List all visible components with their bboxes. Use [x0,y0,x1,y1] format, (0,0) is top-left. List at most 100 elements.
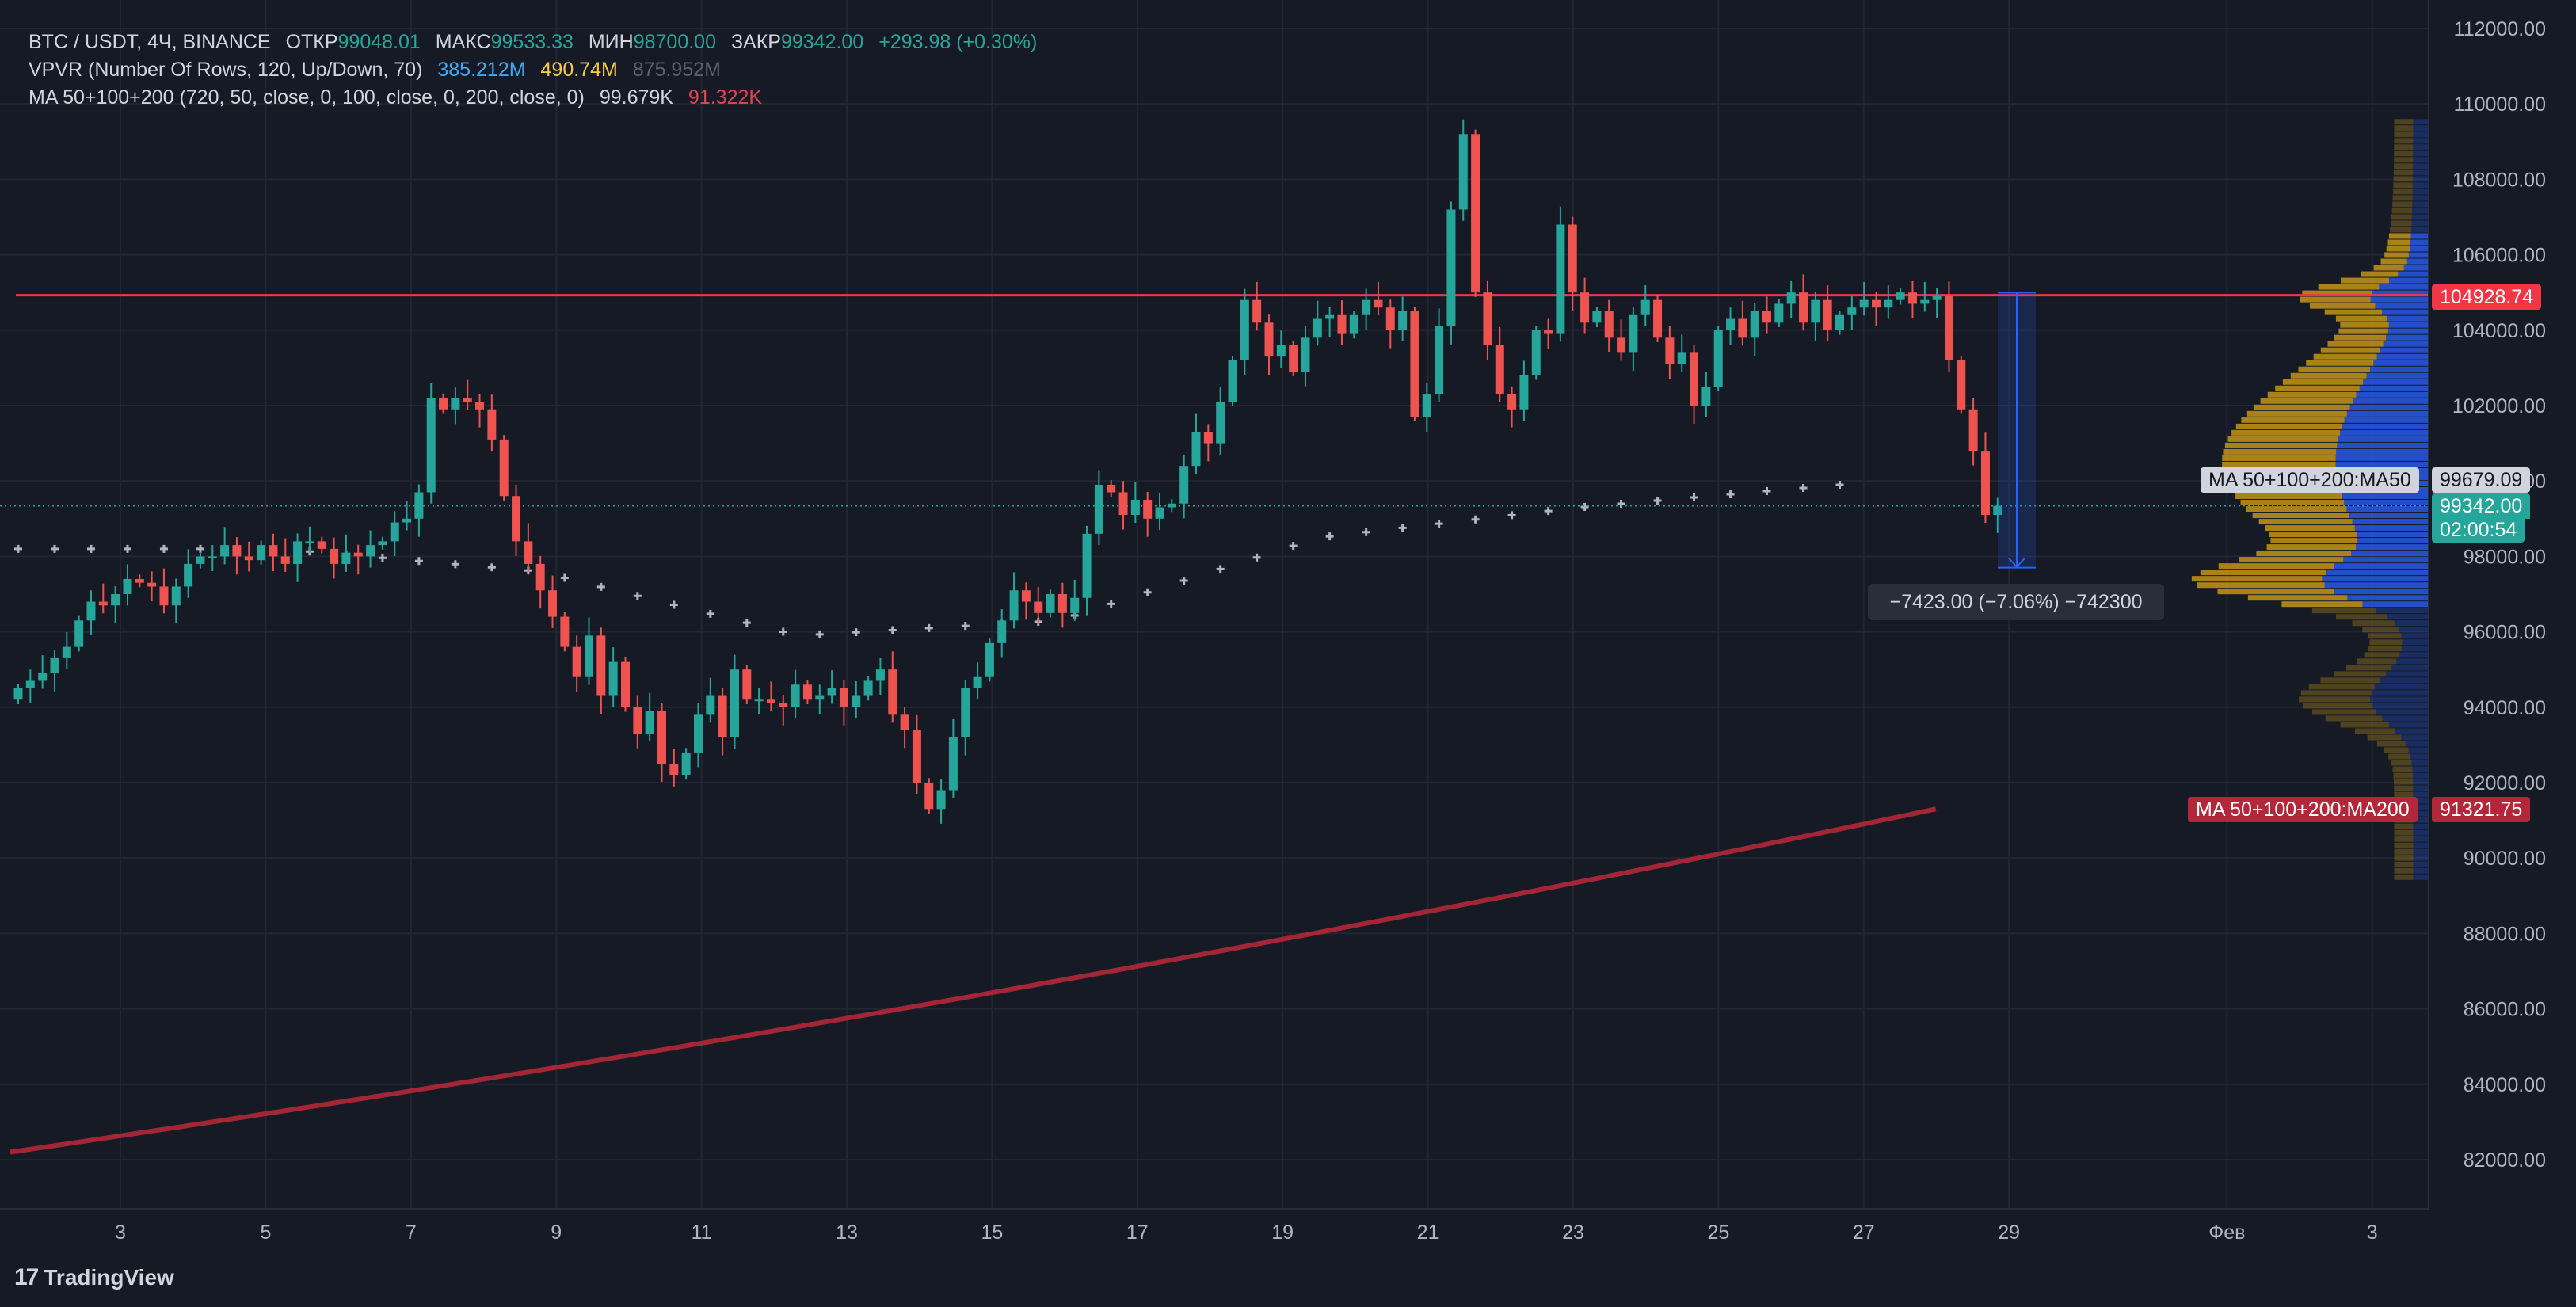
candles [13,119,2002,824]
y-tick-label: 98000.00 [2464,546,2546,568]
candle-body [1118,492,1128,516]
low-value: 98700.00 [633,31,716,53]
candle-body [524,541,533,564]
vp-bar-up [2413,791,2429,798]
x-tick-label: 7 [406,1221,417,1244]
candle-body [1580,292,1590,323]
candle-body [244,556,253,561]
ma50-dot [1690,493,1698,501]
tradingview-logo-icon: 17 [14,1264,39,1290]
vp-bar-down [2256,551,2352,557]
candle-body [220,545,230,557]
measure-tool[interactable] [1998,292,2036,569]
vpvr-row[interactable]: VPVR (Number Of Rows, 120, Up/Down, 70) … [29,56,1037,84]
vp-bar-up [2401,646,2429,652]
ma-row[interactable]: MA 50+100+200 (720, 50, close, 0, 100, c… [29,84,1037,112]
vp-bar-down [2340,277,2390,284]
vp-bar-down [2388,753,2411,760]
vp-bar-down [2217,589,2334,595]
vp-bar-down [2394,138,2414,144]
vp-bar-up [2396,658,2429,665]
ma50-dot [487,563,496,572]
ma50-dot [86,544,95,553]
vp-bar-down [2335,315,2387,322]
vp-bar-up [2410,246,2429,252]
vp-bar-down [2394,785,2414,791]
vp-bar-down [2394,855,2414,861]
candle-body [1713,330,1723,387]
candle-body [378,541,387,546]
vp-bar-down [2252,513,2349,519]
vp-bar-up [2357,532,2429,538]
candle-body [426,398,436,493]
candle-body [1471,134,1480,293]
vp-bar-down [2334,334,2387,341]
candle-body [560,616,570,647]
y-tick-label: 108000.00 [2452,169,2546,191]
vp-bar-down [2393,189,2413,195]
candle-body [839,688,848,707]
candle-body [439,398,448,410]
x-tick-label: 21 [1417,1221,1439,1244]
symbol-row[interactable]: BTC / USDT, 4Ч, BINANCE ОТКР99048.01 МАК… [29,29,1037,56]
candle-body [585,635,594,677]
candle-body [1653,299,1663,338]
ma50-price-tag: 99679.09 [2432,467,2531,493]
vp-bar-down [2327,341,2384,347]
vp-bar-up [2412,766,2429,772]
vp-bar-down [2384,252,2409,258]
y-tick-label: 92000.00 [2464,772,2546,794]
candle-body [779,703,788,707]
candle-body [621,661,630,707]
vp-bar-up [2324,582,2429,589]
vp-bar-up [2412,182,2429,189]
vp-bar-up [2386,671,2429,677]
ma50-dot [779,627,787,636]
candle-body [1544,330,1553,334]
ma50-dot [451,560,459,569]
candle-body [1264,322,1274,357]
ma50-dot [1216,565,1225,573]
vp-bar-up [2413,855,2429,861]
candle-body [232,545,242,557]
y-tick-label: 104000.00 [2452,320,2546,342]
vp-bar-down [2393,163,2414,170]
candle-body [608,661,618,696]
candle-body [1884,299,1893,308]
vp-bar-up [2413,119,2429,125]
vp-bar-up [2335,455,2429,461]
vp-bar-up [2398,271,2429,277]
vp-bar-up [2413,810,2429,817]
vp-bar-up [2413,785,2429,791]
last-price-tag: 99342.00 [2432,493,2531,519]
vp-bar-up [2387,328,2429,334]
tradingview-brand[interactable]: 17 TradingView [14,1264,174,1291]
y-tick-label: 106000.00 [2452,245,2546,267]
candle-body [1750,311,1759,338]
vp-bar-up [2374,684,2429,690]
ma50-dot [378,554,387,562]
vp-bar-down [2218,563,2334,570]
vpvr-up-value: 385.212M [437,59,526,81]
candle-body [86,601,96,621]
candle-body [74,620,84,647]
vp-bar-down [2325,715,2383,722]
vp-bar-up [2401,734,2429,741]
vpvr-label[interactable]: VPVR (Number Of Rows, 120, Up/Down, 70) [29,59,423,81]
candle-body [791,684,800,707]
x-tick-label: 29 [1998,1221,2020,1244]
vp-bar-down [2302,290,2372,296]
symbol-label[interactable]: BTC / USDT, 4Ч, BINANCE [29,31,271,53]
vp-bar-up [2376,709,2429,715]
vp-bar-up [2383,341,2429,347]
ma-label[interactable]: MA 50+100+200 (720, 50, close, 0, 100, c… [29,86,585,109]
vp-bar-up [2394,620,2429,627]
vp-bar-up [2388,322,2429,328]
y-tick-label: 90000.00 [2464,848,2546,870]
candle-body [341,552,351,564]
ma50-dot [1107,600,1115,608]
candle-body [487,409,497,440]
vp-bar-up [2356,544,2429,551]
